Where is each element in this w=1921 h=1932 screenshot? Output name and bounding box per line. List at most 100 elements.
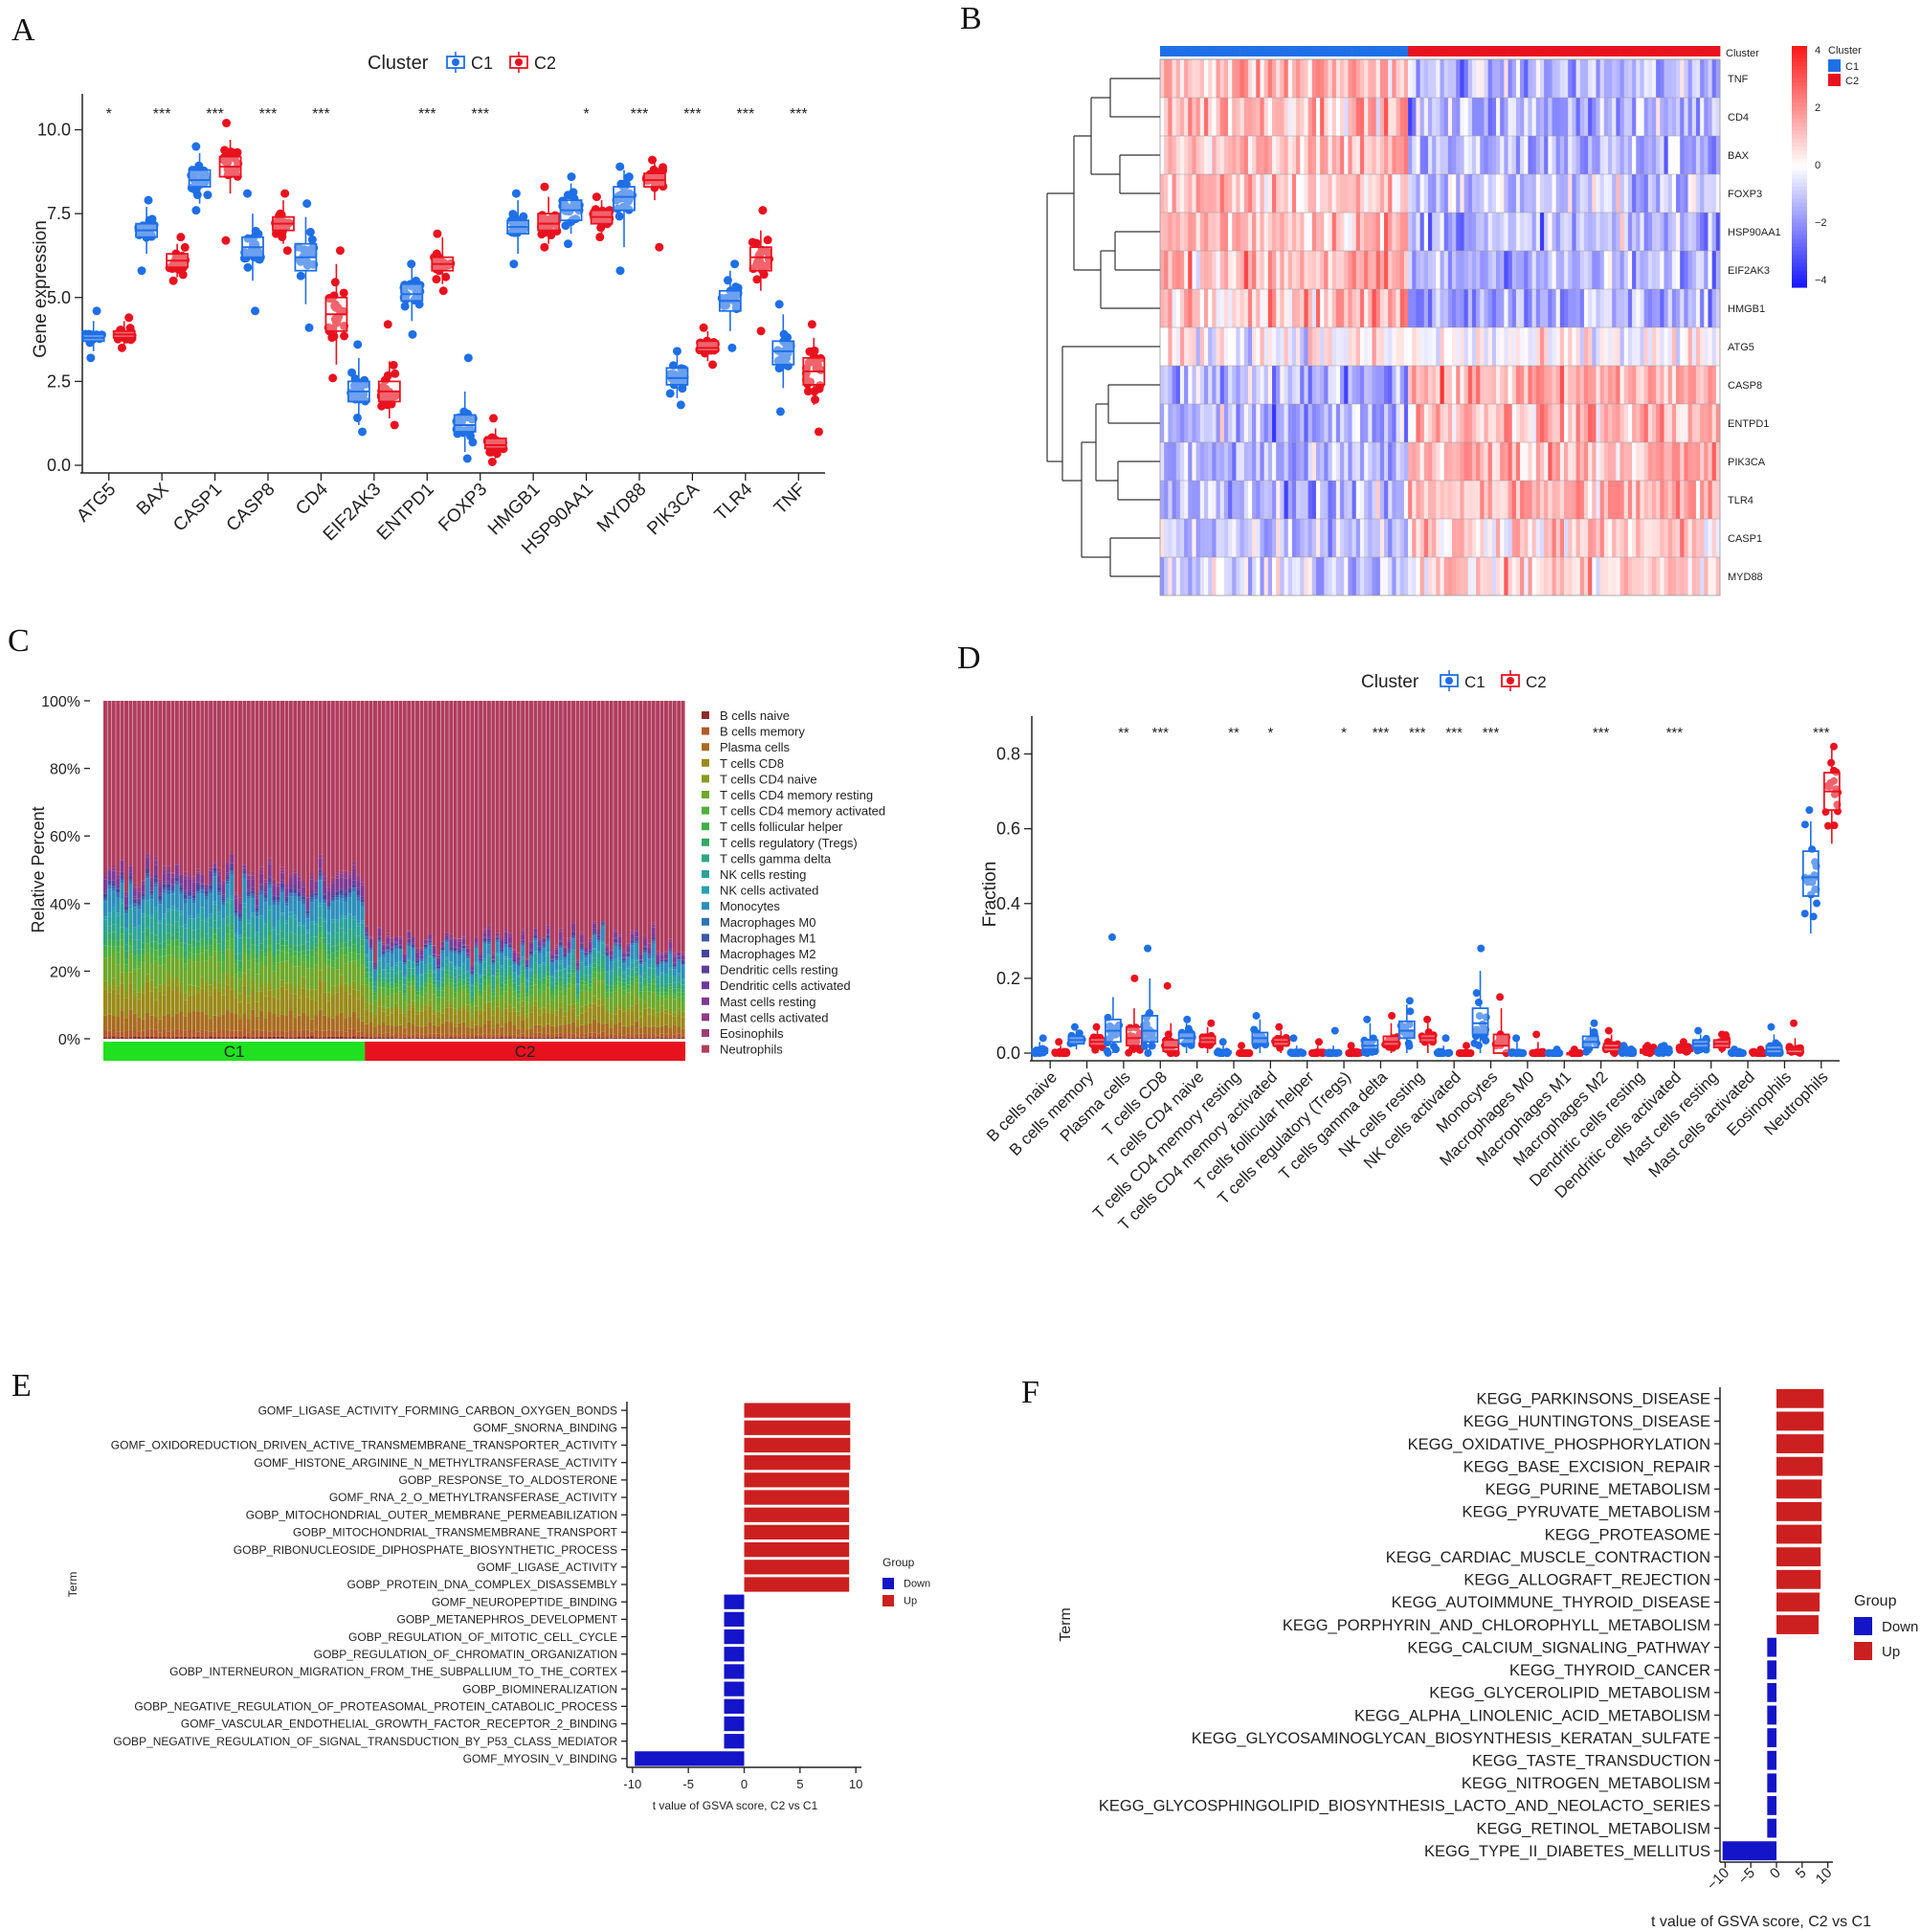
heatmap-cell	[1300, 289, 1305, 327]
heatmap-cell	[1432, 481, 1437, 519]
stacked-bar-segment	[386, 1024, 391, 1033]
stacked-bar-segment	[381, 970, 386, 978]
heatmap-cell	[1416, 519, 1421, 557]
stacked-bar-segment	[116, 893, 121, 898]
heatmap-cell	[1708, 481, 1713, 519]
stacked-bar-segment	[221, 1037, 226, 1039]
heatmap-cell	[1344, 59, 1349, 98]
heatmap-cell	[1184, 289, 1189, 327]
heatmap-cell	[1700, 59, 1705, 98]
stacked-bar-segment	[314, 924, 319, 937]
outlier-point	[758, 206, 768, 215]
heatmap-cell	[1691, 59, 1697, 98]
stacked-bar-segment	[423, 947, 428, 948]
stacked-bar-segment	[246, 889, 251, 892]
heatmap-cell	[1267, 251, 1273, 289]
heatmap-cell	[1223, 59, 1229, 98]
heatmap-cell	[1379, 481, 1385, 519]
stacked-bar-segment	[386, 1007, 391, 1016]
heatmap-cell	[1344, 174, 1349, 213]
stacked-bar-segment	[209, 885, 213, 889]
heatmap-cell	[1511, 174, 1517, 213]
stacked-bar-segment	[137, 889, 142, 892]
stacked-bar-segment	[183, 956, 188, 964]
stacked-bar-segment	[183, 928, 188, 944]
heatmap-cell	[1579, 98, 1585, 136]
heatmap-cell	[1535, 442, 1541, 481]
stacked-bar-segment	[195, 954, 200, 962]
heatmap-cell	[1164, 442, 1169, 481]
stacked-bar-segment	[398, 991, 403, 1009]
heatmap-cell	[1564, 289, 1569, 327]
heatmap-cell	[1419, 519, 1425, 557]
stacked-bar-segment	[347, 947, 352, 953]
stacked-bar-segment	[149, 893, 154, 896]
stacked-bar-segment	[234, 932, 238, 936]
heatmap-cell	[1680, 59, 1685, 98]
stacked-bar-segment	[225, 940, 230, 950]
heatmap-cell	[1247, 213, 1253, 251]
heatmap-cell	[1311, 404, 1317, 442]
heatmap-cell	[1504, 136, 1508, 174]
heatmap-cell	[1531, 174, 1537, 213]
heatmap-cell	[1355, 213, 1361, 251]
stacked-bar-segment	[204, 940, 209, 946]
stacked-bar-segment	[167, 932, 171, 940]
heatmap-cell	[1603, 481, 1609, 519]
stacked-bar-segment	[444, 1037, 449, 1039]
stacked-bar-segment	[419, 986, 424, 990]
stacked-bar-segment	[461, 1037, 466, 1039]
heatmap-cell	[1368, 366, 1373, 404]
stacked-bar-segment	[288, 1010, 293, 1031]
heatmap-cell	[1355, 289, 1361, 327]
y-tick-label: 7.5	[47, 204, 71, 223]
heatmap-cell	[1256, 251, 1261, 289]
stacked-bar-segment	[390, 988, 394, 995]
stacked-bar-segment	[369, 937, 373, 939]
heatmap-cell	[1487, 557, 1493, 595]
stacked-bar-segment	[444, 701, 449, 933]
heatmap-cell	[1676, 404, 1681, 442]
stacked-bar-segment	[288, 944, 293, 950]
heatmap-cell	[1160, 366, 1165, 404]
heatmap-cell	[1456, 98, 1461, 136]
heatmap-cell	[1272, 481, 1277, 519]
heatmap-cell	[1603, 59, 1609, 98]
stacked-bar-segment	[162, 884, 167, 888]
stacked-bar-segment	[297, 1030, 302, 1037]
stacked-bar-segment	[386, 945, 391, 947]
heatmap-cell	[1548, 213, 1552, 251]
stacked-bar-segment	[369, 963, 373, 973]
stacked-bar-segment	[188, 918, 192, 929]
stacked-bar-segment	[116, 929, 121, 941]
stacked-bar-segment	[259, 701, 263, 867]
stacked-bar-segment	[263, 986, 268, 997]
heatmap-cell	[1539, 174, 1545, 213]
heatmap-cell	[1583, 327, 1589, 366]
heatmap-cell	[1240, 213, 1245, 251]
significance-label: ***	[153, 106, 171, 123]
heatmap-cell	[1460, 136, 1464, 174]
heatmap-cell	[1256, 481, 1261, 519]
stacked-bar-segment	[293, 966, 298, 987]
stacked-bar-segment	[145, 701, 150, 854]
data-point	[731, 282, 741, 292]
heatmap-cell	[1535, 404, 1541, 442]
heatmap-cell	[1307, 481, 1313, 519]
heatmap-cell	[1240, 174, 1245, 213]
heatmap-cell	[1531, 442, 1537, 481]
stacked-bar-segment	[195, 889, 200, 892]
heatmap-cell	[1256, 404, 1261, 442]
heatmap-cell	[1680, 519, 1685, 557]
stacked-bar-segment	[128, 883, 133, 906]
stacked-bar-segment	[120, 1010, 124, 1032]
heatmap-cell	[1307, 174, 1313, 213]
heatmap-cell	[1552, 251, 1557, 289]
heatmap-cell	[1643, 251, 1649, 289]
heatmap-cell	[1188, 366, 1193, 404]
heatmap-cell	[1160, 327, 1165, 366]
heatmap-cell	[1276, 251, 1281, 289]
heatmap-cell	[1296, 404, 1301, 442]
heatmap-cell	[1552, 136, 1557, 174]
heatmap-cell	[1491, 557, 1497, 595]
